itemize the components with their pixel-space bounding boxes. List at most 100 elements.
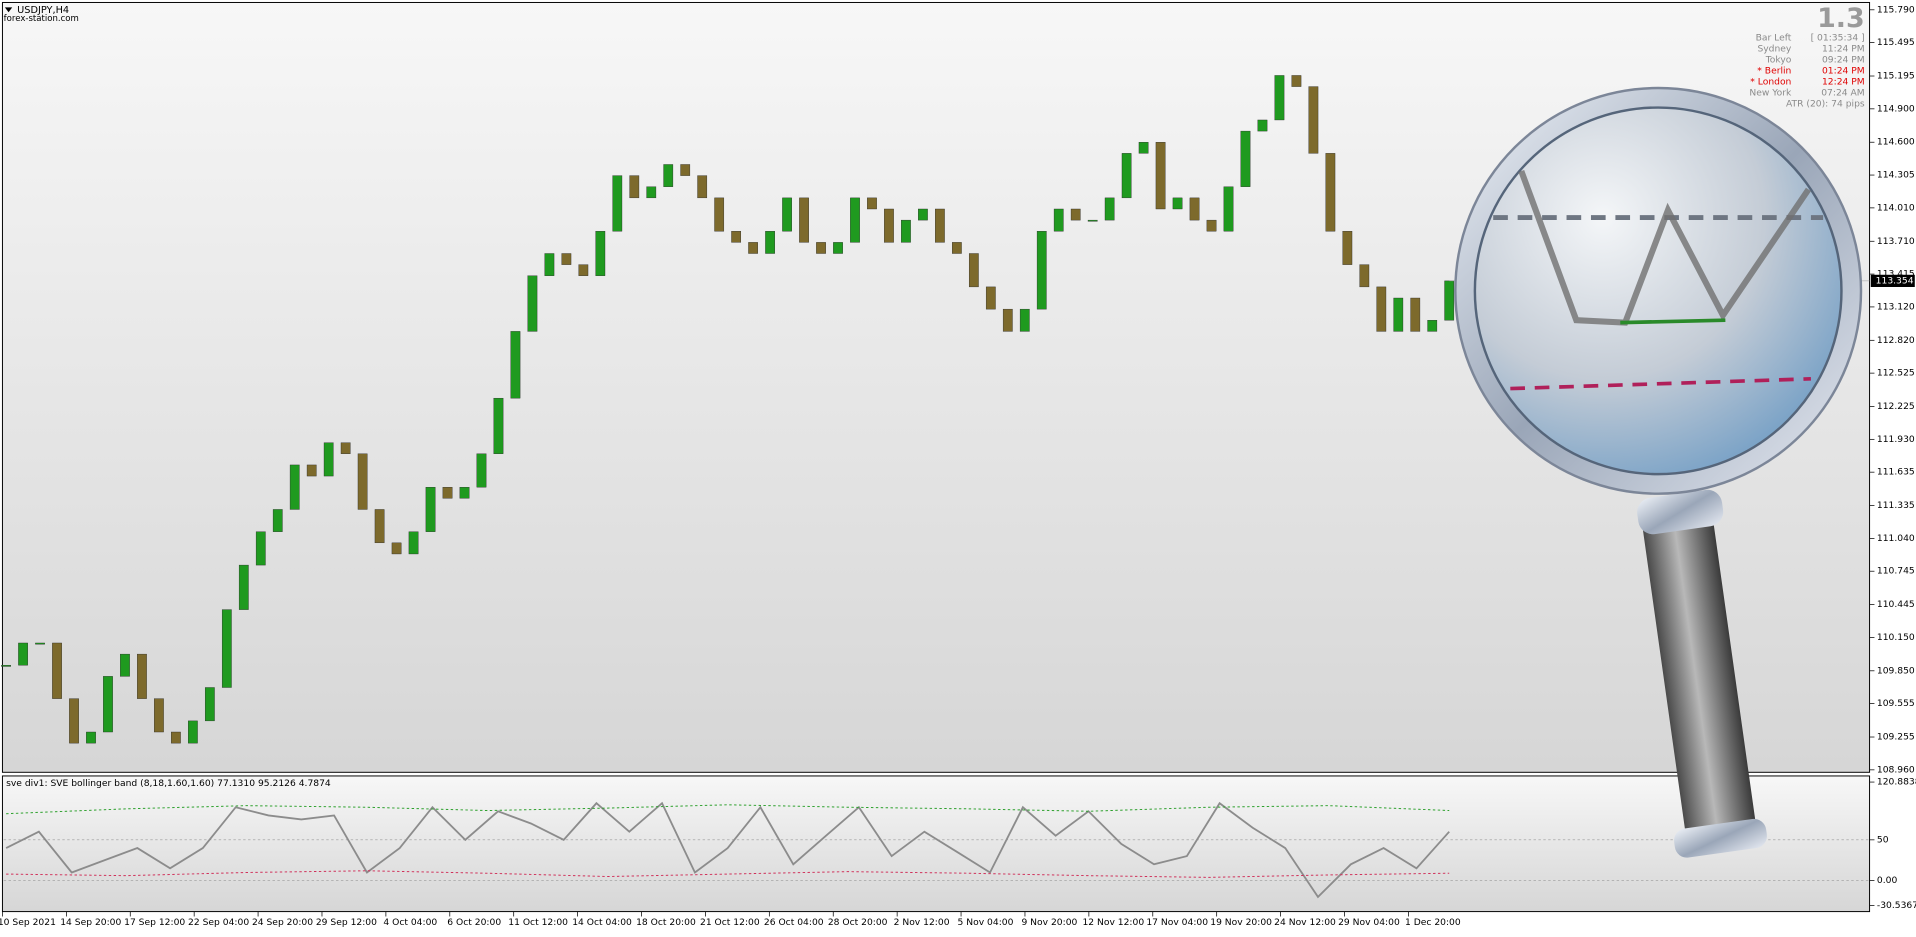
candle — [18, 642, 28, 666]
candle — [782, 197, 792, 232]
y-tick-label: 115.195 — [1877, 71, 1915, 82]
handle — [1642, 511, 1757, 848]
info-label: Bar Left — [1756, 32, 1792, 43]
y-tick-label: 113.415 — [1877, 269, 1915, 280]
candle — [272, 509, 283, 532]
y-tick-label: 112.225 — [1877, 401, 1915, 412]
x-tick-label: 9 Nov 20:00 — [1021, 917, 1077, 928]
candle — [120, 653, 130, 677]
x-tick-label: 10 Sep 2021 — [0, 917, 56, 928]
candle — [171, 731, 181, 744]
candle — [1376, 286, 1387, 332]
info-label: * Berlin — [1757, 65, 1791, 76]
candle — [52, 642, 62, 699]
y-tick-label: 112.820 — [1877, 335, 1915, 346]
x-tick-label: 29 Nov 04:00 — [1338, 917, 1400, 928]
y-tick-label: 111.930 — [1877, 434, 1915, 445]
candle — [408, 531, 419, 555]
candle — [137, 653, 147, 699]
y-tick-label: 113.120 — [1877, 301, 1915, 312]
candle — [323, 442, 334, 477]
lens-level — [1510, 376, 1811, 391]
y-tick-label: 114.900 — [1877, 103, 1915, 114]
candle — [1427, 320, 1438, 332]
candle — [391, 542, 402, 555]
candle — [188, 720, 198, 744]
candle — [1359, 264, 1370, 288]
lens-line — [1518, 170, 1811, 326]
candle — [901, 219, 911, 243]
candle — [86, 731, 96, 744]
y-tick-label: 0.00 — [1877, 875, 1898, 886]
info-value: 01:24 PM — [1822, 65, 1865, 76]
candle — [1, 665, 11, 667]
y-tick-label: 108.960 — [1877, 764, 1915, 775]
collar — [1637, 489, 1724, 535]
oscillator-line — [5, 801, 1450, 899]
symbol: USDJPY,H4 — [17, 5, 69, 16]
candle — [459, 487, 470, 499]
y-tick-label: 111.635 — [1877, 467, 1915, 478]
candle — [1206, 219, 1217, 232]
candle — [1138, 142, 1149, 154]
candle — [884, 208, 894, 243]
cap — [1674, 818, 1767, 858]
y-tick-label: -30.5367 — [1877, 900, 1916, 911]
oscillator-line — [6, 804, 1450, 815]
candle — [306, 464, 317, 477]
atr: ATR (20): 74 pips — [1786, 98, 1865, 109]
candle — [103, 676, 113, 733]
candle — [646, 186, 657, 199]
info-label: * London — [1750, 76, 1791, 87]
candle — [714, 197, 725, 232]
candle — [1325, 153, 1336, 232]
candle — [493, 397, 504, 454]
x-tick-label: 17 Nov 04:00 — [1146, 917, 1208, 928]
last-price-box — [1870, 274, 1915, 287]
oscillator-line — [6, 870, 1450, 878]
candle — [765, 231, 775, 254]
lens — [1473, 106, 1843, 476]
spread: 1.3 — [1817, 3, 1865, 34]
candle — [578, 264, 589, 276]
menu-arrow — [4, 7, 13, 13]
candle — [340, 442, 351, 454]
candle — [952, 242, 962, 254]
candle — [35, 642, 45, 645]
info-value: 09:24 PM — [1822, 54, 1865, 65]
info-label: New York — [1749, 87, 1792, 98]
x-tick-label: 14 Sep 20:00 — [60, 917, 121, 928]
site: forex-station.com — [4, 14, 79, 24]
candle — [69, 698, 79, 744]
candle — [731, 231, 742, 243]
candle — [595, 231, 606, 276]
x-tick-label: 14 Oct 04:00 — [572, 917, 632, 928]
candle — [255, 531, 266, 566]
candle — [697, 175, 708, 199]
candle — [850, 197, 860, 243]
candle — [816, 242, 826, 254]
x-tick-label: 29 Sep 12:00 — [316, 917, 377, 928]
x-tick-label: 17 Sep 12:00 — [124, 917, 185, 928]
x-tick-label: 1 Dec 20:00 — [1405, 917, 1461, 928]
candle — [1155, 142, 1166, 210]
info-value: 07:24 AM — [1821, 87, 1864, 98]
last-price: 113.354 — [1876, 275, 1914, 286]
x-tick-label: 22 Sep 04:00 — [188, 917, 249, 928]
x-tick-label: 11 Oct 12:00 — [508, 917, 568, 928]
candle — [1002, 308, 1013, 332]
candle — [1444, 280, 1455, 321]
candle — [476, 453, 487, 488]
y-tick-label: 111.335 — [1877, 500, 1915, 511]
candle — [985, 286, 996, 310]
y-tick-label: 109.850 — [1877, 665, 1915, 676]
candle — [1121, 153, 1132, 199]
x-tick-label: 18 Oct 20:00 — [636, 917, 696, 928]
candle — [612, 175, 623, 232]
info-value: 11:24 PM — [1822, 43, 1865, 54]
candle — [561, 253, 572, 265]
candle — [204, 687, 215, 722]
y-tick-label: 120.8838 — [1877, 777, 1916, 788]
x-tick-label: 19 Nov 20:00 — [1210, 917, 1272, 928]
